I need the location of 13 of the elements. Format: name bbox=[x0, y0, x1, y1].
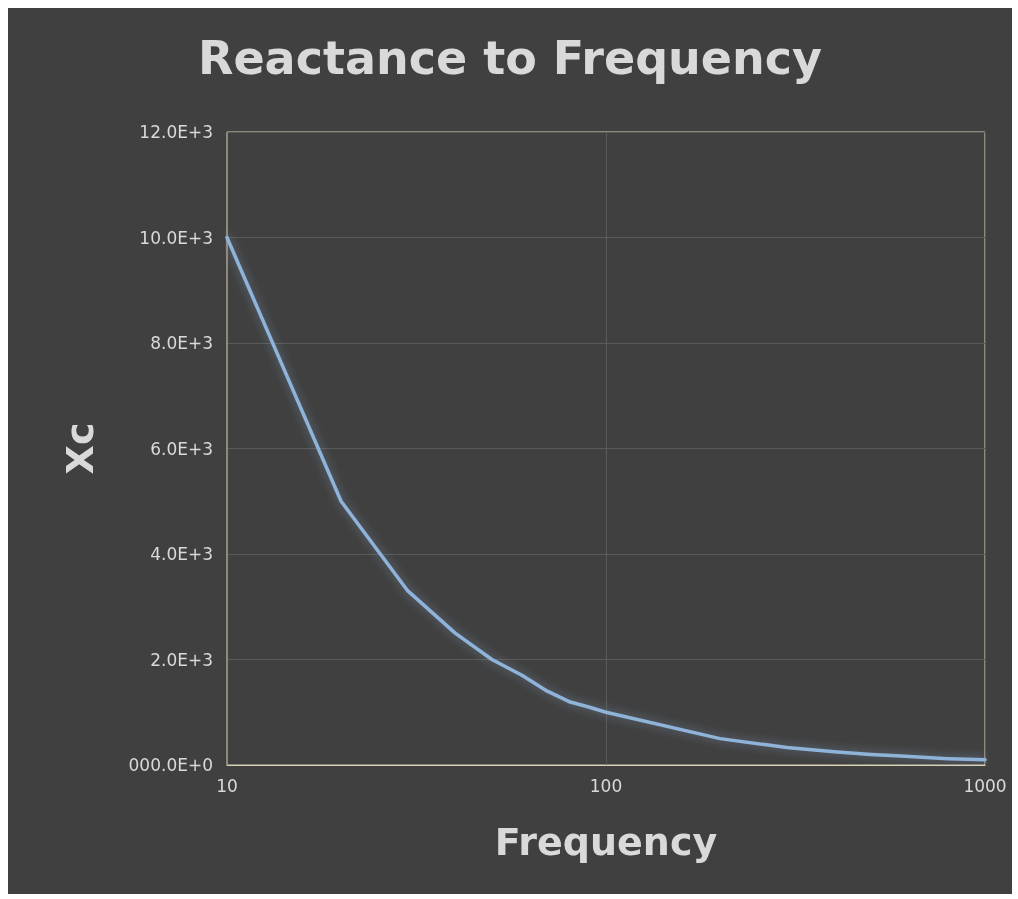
x-axis-title: Frequency bbox=[494, 820, 718, 864]
y-tick-label: 6.0E+3 bbox=[150, 438, 213, 459]
y-tick-label: 2.0E+3 bbox=[150, 649, 213, 670]
x-tick-label: 100 bbox=[589, 775, 623, 796]
y-tick-label: 000.0E+0 bbox=[128, 755, 213, 775]
x-tick-label: 1000 bbox=[963, 775, 1007, 796]
y-tick-label: 12.0E+3 bbox=[139, 122, 213, 142]
y-axis-title: Xc bbox=[58, 422, 102, 475]
y-tick-label: 4.0E+3 bbox=[150, 544, 213, 564]
x-tick-label: 10 bbox=[216, 775, 238, 796]
chart-title: Reactance to Frequency bbox=[197, 31, 823, 85]
y-tick-label: 10.0E+3 bbox=[139, 227, 213, 248]
y-tick-label: 8.0E+3 bbox=[150, 333, 213, 353]
